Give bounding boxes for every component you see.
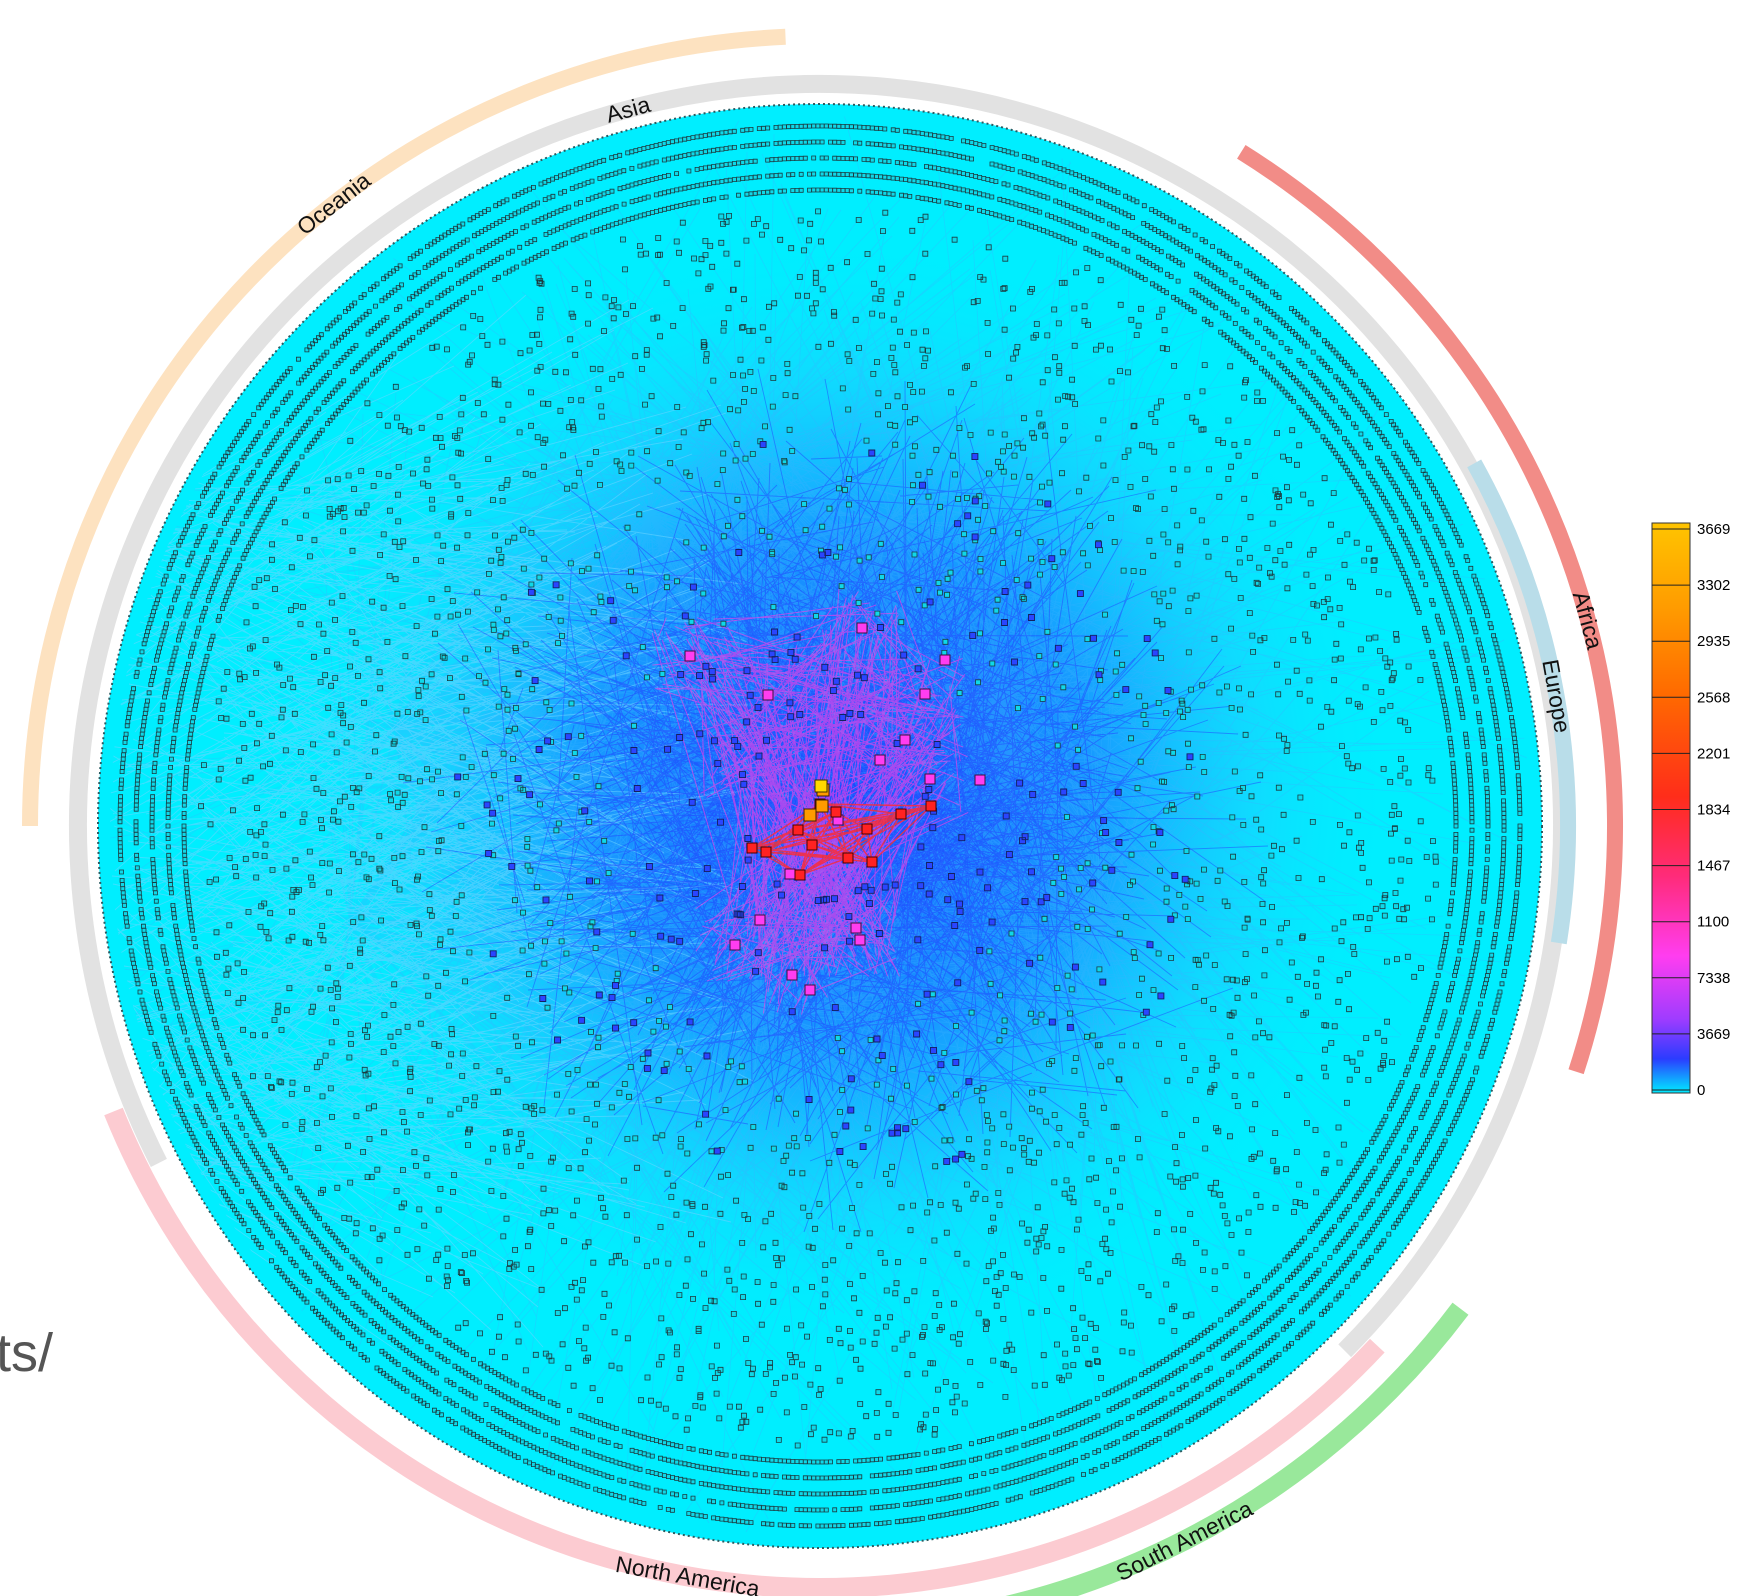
core-node <box>874 754 886 766</box>
region-label-asia: Asia <box>603 91 653 128</box>
colorbar-gradient <box>1651 522 1691 1094</box>
region-arc-oceania <box>22 28 786 827</box>
colorbar-tick-label: 3302 <box>1697 577 1730 594</box>
core-node <box>684 650 696 662</box>
hub-node <box>792 824 804 836</box>
hub-node <box>760 846 772 858</box>
colorbar-tick-label: 1100 <box>1697 914 1729 931</box>
core-node <box>784 868 796 880</box>
hub-node <box>806 839 818 851</box>
region-arcs <box>22 28 1623 1596</box>
core-node <box>729 939 741 951</box>
hub-node <box>861 823 873 835</box>
region-arc-south-america <box>1005 1302 1469 1596</box>
core-node <box>919 688 931 700</box>
core-node <box>804 984 816 996</box>
core-node <box>856 622 868 634</box>
region-arc-africa <box>1237 145 1623 1075</box>
region-label-north-america: North America <box>614 1551 762 1596</box>
region-arc-north-america <box>104 1107 1385 1596</box>
colorbar-tick-label: 1834 <box>1697 802 1730 819</box>
peripheral-nodes <box>117 123 1523 1529</box>
region-label-south-america: South America <box>1112 1495 1257 1586</box>
hub-node <box>794 869 806 881</box>
core-node <box>762 689 774 701</box>
core-node <box>754 914 766 926</box>
region-arc-europe <box>1467 459 1576 945</box>
core-nodes <box>684 622 986 996</box>
colorbar-tick-label: 2568 <box>1697 689 1730 706</box>
region-label-oceania: Oceania <box>292 167 376 240</box>
colorbar-tick-label: 7338 <box>1697 970 1730 987</box>
colorbar-tick-label: 1467 <box>1697 858 1730 875</box>
core-node <box>974 774 986 786</box>
colorbar-tick-label: 3669 <box>1697 521 1730 538</box>
hub-node <box>866 856 878 868</box>
colorbar: 3669 3302 2935 2568 2201 1834 1467 1100 7338 3669… <box>1651 521 1730 1099</box>
hub-node <box>830 806 842 818</box>
core-node <box>899 734 911 746</box>
colorbar-tick-label: 2935 <box>1697 633 1730 650</box>
disc-outline <box>97 103 1543 1549</box>
colorbar-tick-label: 2201 <box>1697 745 1730 762</box>
colorbar-ticks: 3669 3302 2935 2568 2201 1834 1467 1100 7338 3669… <box>1652 521 1730 1099</box>
colorbar-tick-label: 0 <box>1697 1082 1705 1099</box>
core-node <box>924 773 936 785</box>
hub-node <box>746 842 758 854</box>
colorbar-tick-label: 3669 <box>1697 1026 1730 1043</box>
core-node <box>850 922 862 934</box>
hub-node <box>815 799 829 813</box>
corner-text: ts/ <box>0 1323 54 1383</box>
hub-node <box>895 808 907 820</box>
core-node <box>939 654 951 666</box>
region-label-africa: Africa <box>1568 588 1608 652</box>
core-node <box>854 934 866 946</box>
top-hub-node <box>814 779 828 793</box>
hub-node <box>925 800 937 812</box>
hub-node <box>842 852 854 864</box>
hub-node <box>803 808 817 822</box>
core-node <box>786 969 798 981</box>
